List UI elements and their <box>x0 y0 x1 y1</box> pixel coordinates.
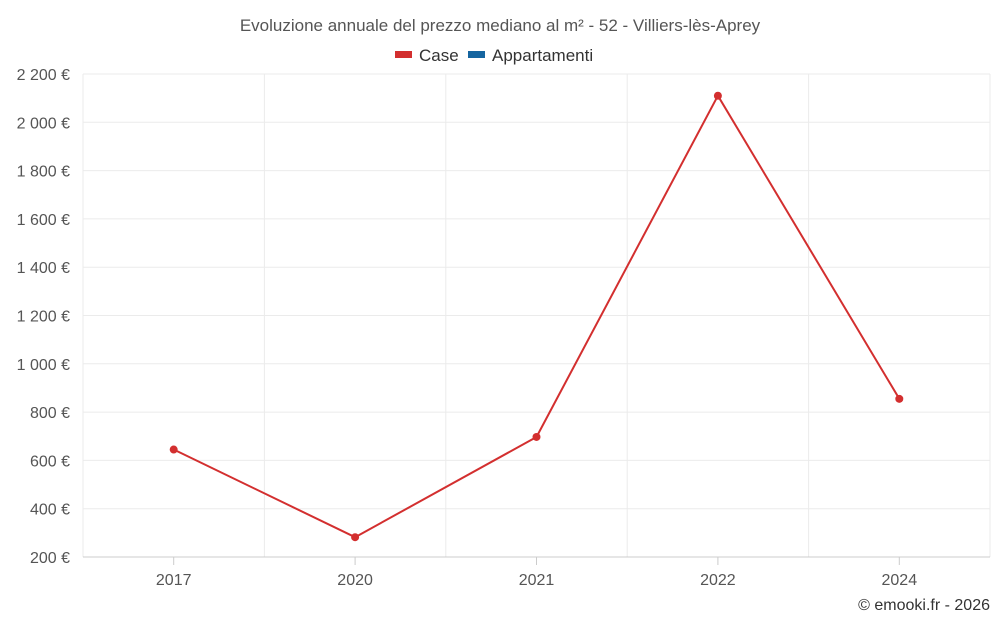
y-tick-label: 1 000 € <box>17 357 70 374</box>
x-tick-label: 2020 <box>337 572 373 589</box>
y-tick-label: 1 400 € <box>17 260 70 277</box>
x-tick-label: 2022 <box>700 572 736 589</box>
legend-label-appartamenti: Appartamenti <box>492 46 593 65</box>
legend-item-appartamenti[interactable]: Appartamenti <box>468 46 593 65</box>
legend-swatch-case <box>395 51 412 58</box>
x-tick-label: 2017 <box>156 572 192 589</box>
y-tick-label: 800 € <box>30 405 70 422</box>
data-point[interactable] <box>532 432 541 441</box>
y-tick-label: 2 000 € <box>17 115 70 132</box>
credit-text: © emooki.fr - 2026 <box>858 597 990 614</box>
y-tick-label: 1 800 € <box>17 164 70 181</box>
grid <box>82 73 991 557</box>
data-point[interactable] <box>713 91 722 100</box>
legend-swatch-appartamenti <box>468 51 485 58</box>
legend: Case Appartamenti <box>395 46 593 65</box>
y-tick-label: 1 200 € <box>17 309 70 326</box>
chart-title: Evoluzione annuale del prezzo mediano al… <box>240 16 761 35</box>
x-tick-label: 2021 <box>519 572 555 589</box>
y-tick-label: 1 600 € <box>17 212 70 229</box>
series-line-case <box>173 94 901 539</box>
y-tick-label: 600 € <box>30 453 70 470</box>
data-point[interactable] <box>351 533 360 542</box>
axes: 200 € 400 € 600 € 800 € 1 000 € 1 200 € 1 400 … <box>17 67 990 589</box>
y-tick-label: 2 200 € <box>17 67 70 84</box>
series <box>169 91 904 542</box>
x-tick-label: 2024 <box>882 572 918 589</box>
legend-item-case[interactable]: Case <box>395 46 459 65</box>
y-tick-label: 400 € <box>30 502 70 519</box>
legend-label-case: Case <box>419 46 459 65</box>
data-point[interactable] <box>895 394 904 403</box>
data-point[interactable] <box>169 445 178 454</box>
y-tick-label: 200 € <box>30 550 70 567</box>
